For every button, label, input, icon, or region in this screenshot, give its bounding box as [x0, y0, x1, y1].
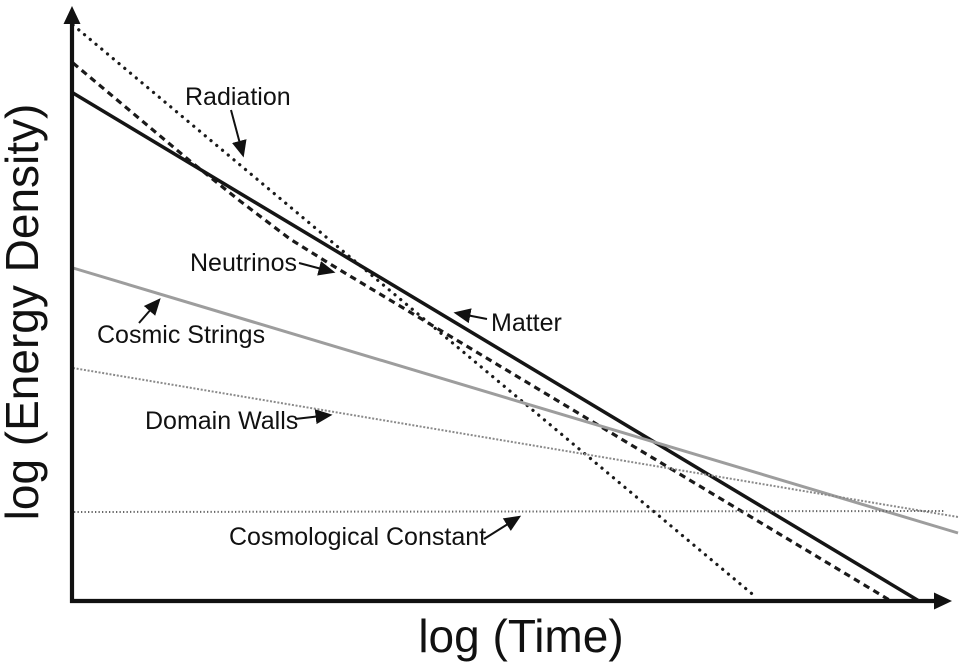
series-label-cosmological-constant: Cosmological Constant — [229, 523, 486, 551]
axes: log (Time) log (Energy Density) — [0, 6, 952, 662]
series-line-domain-walls — [72, 367, 959, 518]
series-layer — [71, 23, 959, 603]
series-line-cosmological-constant — [73, 510, 946, 513]
annotation-arrow-cosmic-strings — [138, 298, 161, 324]
x-axis-arrowhead — [934, 592, 952, 610]
y-axis-label: log (Energy Density) — [0, 104, 48, 521]
x-axis-label: log (Time) — [418, 610, 623, 662]
series-label-radiation: Radiation — [185, 83, 291, 111]
series-label-domain-walls: Domain Walls — [145, 407, 298, 435]
annotation-arrow-neutrinos — [298, 261, 336, 276]
y-axis-arrowhead — [63, 6, 81, 24]
series-line-cosmic-strings — [72, 266, 959, 535]
annotation-arrow-domain-walls — [294, 409, 333, 425]
series-label-cosmic-strings: Cosmic Strings — [97, 321, 265, 349]
series-line-neutrinos — [71, 61, 892, 603]
series-label-matter: Matter — [491, 309, 562, 337]
series-line-radiation — [71, 23, 759, 600]
series-line-matter — [72, 91, 920, 603]
annotation-arrow-cosmological-constant — [483, 515, 522, 540]
annotation-arrow-radiation — [230, 109, 247, 158]
annotation-layer: Radiation Neutrinos Matter Cosmic Strings Do… — [97, 83, 562, 551]
series-label-neutrinos: Neutrinos — [190, 249, 297, 277]
annotation-arrow-matter — [453, 308, 488, 324]
